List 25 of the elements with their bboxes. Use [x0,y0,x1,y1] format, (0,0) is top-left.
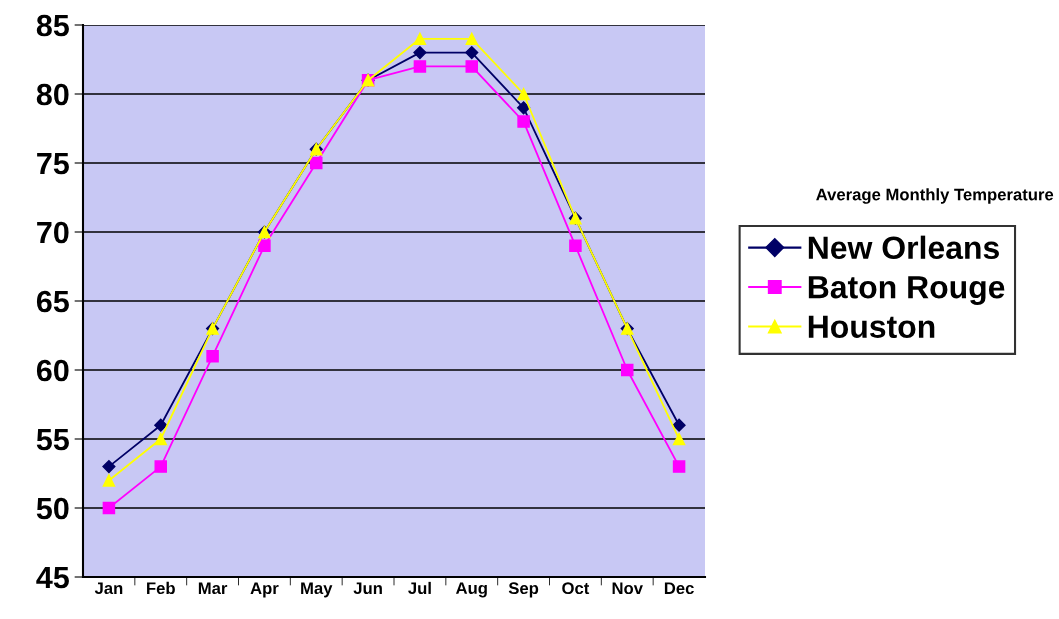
y-tick-label: 70 [37,221,69,244]
x-tick-label: Oct [562,582,590,595]
legend-label: New Orleans [808,235,999,260]
legend-title: Average Monthly Temperature [816,188,1054,204]
y-tick-label: 50 [36,497,69,520]
x-tick-label: Nov [612,582,643,595]
y-tick-label: 80 [36,83,69,106]
legend-label: Houston [808,315,935,338]
x-tick-label: Jun [353,582,382,595]
x-tick-label: Feb [147,581,175,595]
y-tick-label: 65 [36,290,69,313]
y-tick-label: 75 [37,153,69,175]
y-tick-label: 60 [36,359,69,382]
x-tick-label: Mar [198,582,228,595]
y-tick-label: 85 [36,14,69,37]
x-tick-label: May [301,582,333,598]
y-tick-label: 55 [36,429,69,451]
x-tick-label: Aug [455,582,487,598]
x-tick-label: Jan [94,582,123,595]
x-tick-label: Dec [664,582,694,595]
x-tick-label: Sep [508,582,539,598]
x-tick-label: Jul [408,581,431,595]
legend-label: Baton Rouge [808,276,1005,305]
y-tick-label: 45 [36,567,69,589]
x-tick-label: Apr [250,582,279,598]
